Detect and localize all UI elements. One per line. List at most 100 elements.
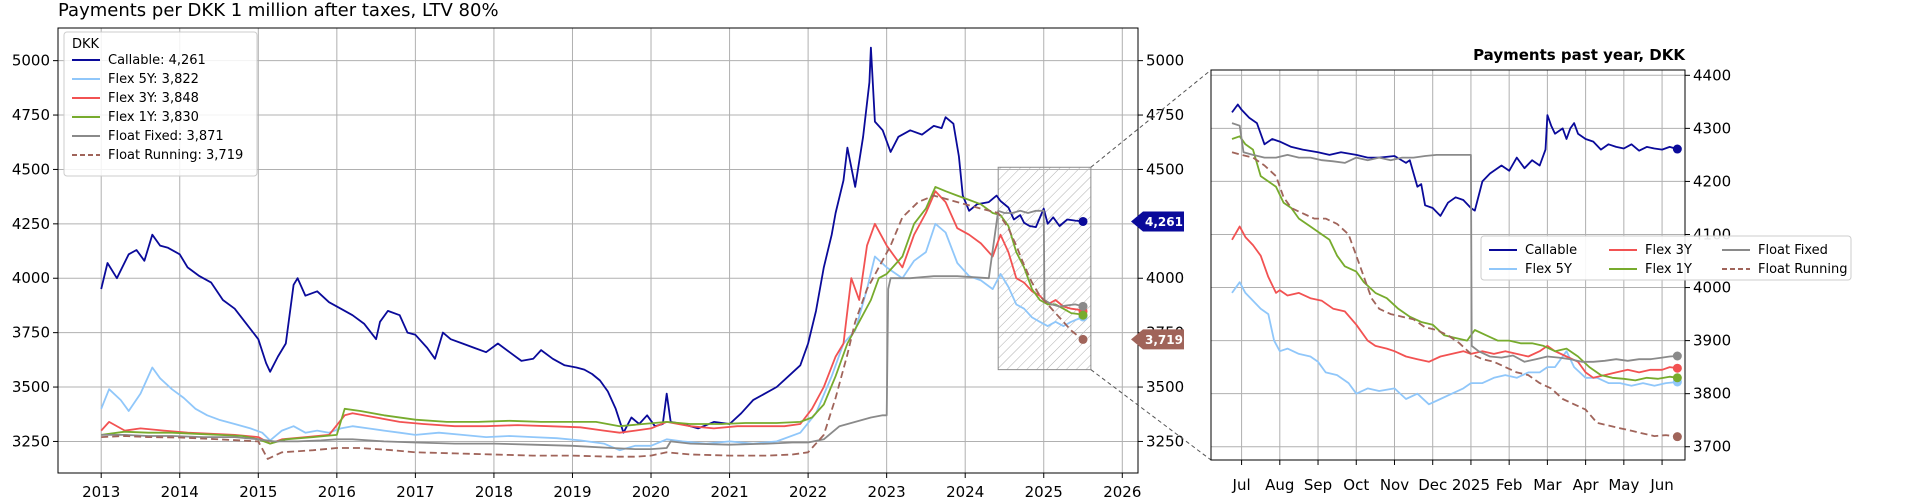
x-tick-label: 2025: [1452, 476, 1490, 494]
sub-legend-box: [1480, 235, 1852, 281]
x-tick-label: 2025: [1025, 483, 1063, 501]
sub-chart: Jul Aug Sep Oct Nov Dec 2025 Feb Mar Apr May Jun 37…: [1210, 46, 1852, 494]
x-tick-label: Jul: [1232, 476, 1251, 494]
x-tick-label: 2019: [553, 483, 591, 501]
series-line-1: [100, 222, 1084, 452]
x-tick-label: Jun: [1649, 476, 1673, 494]
legend-label-0: Callable: 4,261: [108, 53, 206, 68]
y-tick-label: 3500: [12, 378, 50, 396]
sub-grid: [1211, 70, 1685, 460]
sub-series: [1231, 103, 1678, 438]
x-tick-label: 2020: [632, 483, 670, 501]
main-series: [100, 46, 1084, 460]
y-tick-label-right: 4750: [1146, 106, 1184, 124]
x-tick-label: Sep: [1304, 476, 1332, 494]
x-tick-label: Mar: [1533, 476, 1562, 494]
y-tick-label-right: 3900: [1693, 332, 1731, 350]
sub-legend-label-1: Flex 5Y: [1525, 262, 1572, 277]
x-tick-label: 2018: [475, 483, 513, 501]
y-tick-label-right: 4400: [1693, 66, 1731, 84]
connector-top: [1090, 69, 1212, 168]
main-x-ticks: 2013 2014 2015 2016 2017 2018 2019 2020 2021 2022…: [82, 473, 1141, 501]
sub-legend-label-3: Flex 1Y: [1645, 262, 1692, 277]
y-tick-label: 4750: [12, 106, 50, 124]
x-tick-label: 2015: [239, 483, 277, 501]
y-tick-label: 4500: [12, 160, 50, 178]
legend-label-2: Flex 3Y: 3,848: [108, 91, 199, 106]
x-tick-label: Nov: [1380, 476, 1409, 494]
main-chart: 2013 2014 2015 2016 2017 2018 2019 2020 2021 2022…: [12, 0, 1184, 501]
y-tick-label-right: 3700: [1693, 438, 1731, 456]
series-endpoint-3: [1078, 310, 1088, 320]
series-endpoint-4: [1078, 301, 1088, 311]
y-tick-label-right: 4300: [1693, 119, 1731, 137]
y-tick-label-right: 4000: [1146, 269, 1184, 287]
legend-items: Callable: 4,261 Flex 5Y: 3,822 Flex 3Y: 3,…: [72, 53, 243, 163]
y-tick-label-right: 4200: [1693, 172, 1731, 190]
x-tick-label: 2024: [946, 483, 984, 501]
legend-label-5: Float Running: 3,719: [108, 148, 243, 163]
x-tick-label: 2016: [318, 483, 356, 501]
sub-legend-label-5: Float Running: [1758, 262, 1848, 277]
sub-endpoints: [1672, 144, 1682, 442]
x-tick-label: Feb: [1496, 476, 1523, 494]
main-endpoints: [1078, 216, 1088, 344]
zoom-connectors: [1090, 69, 1212, 461]
x-tick-label: May: [1608, 476, 1639, 494]
sub-legend: Callable Flex 5Y Flex 3Y Flex 1Y Float Fixed…: [1480, 235, 1852, 281]
legend-label-3: Flex 1Y: 3,830: [108, 110, 199, 125]
x-tick-label: 2023: [868, 483, 906, 501]
series-line-0: [100, 46, 1084, 434]
value-badge-0: [1131, 211, 1184, 232]
legend-title: DKK: [72, 37, 100, 52]
y-tick-label-right: 3800: [1693, 385, 1731, 403]
series-endpoint-3: [1672, 373, 1682, 383]
sub-title: Payments past year, DKK: [1473, 46, 1686, 64]
y-tick-label: 5000: [12, 52, 50, 70]
x-tick-label: 2022: [789, 483, 827, 501]
sub-legend-label-4: Float Fixed: [1758, 243, 1828, 258]
main-legend: DKK Callable: 4,261 Flex 5Y: 3,822 Flex 3Y…: [63, 31, 258, 177]
series-endpoint-5: [1672, 432, 1682, 442]
legend-label-1: Flex 5Y: 3,822: [108, 72, 199, 87]
series-endpoint-2: [1672, 363, 1682, 373]
value-badge-label-1: 3,719: [1145, 333, 1183, 347]
series-line-4: [101, 209, 1084, 450]
y-tick-label-right: 4500: [1146, 160, 1184, 178]
y-tick-label: 3250: [12, 432, 50, 450]
y-tick-label: 3750: [12, 324, 50, 342]
legend-label-4: Float Fixed: 3,871: [108, 129, 224, 144]
sub-legend-label-2: Flex 3Y: [1645, 243, 1692, 258]
series-line-5: [101, 194, 1084, 460]
series-line-3: [1231, 135, 1678, 382]
legend-box: [63, 31, 258, 177]
series-line-5: [1231, 151, 1678, 438]
x-tick-label: 2021: [710, 483, 748, 501]
main-y-ticks: 3250 3500 3750 4000 4250 4500 4750 5000: [12, 52, 58, 450]
y-tick-label-right: 5000: [1146, 52, 1184, 70]
series-endpoint-5: [1078, 334, 1088, 344]
series-endpoint-0: [1672, 144, 1682, 154]
x-tick-label: Oct: [1343, 476, 1369, 494]
sub-legend-items: Callable Flex 5Y Flex 3Y Flex 1Y Float Fixed…: [1489, 243, 1848, 277]
series-line-0: [1231, 103, 1678, 217]
series-endpoint-0: [1078, 216, 1088, 226]
x-tick-label: 2026: [1103, 483, 1141, 501]
x-tick-label: Aug: [1265, 476, 1294, 494]
main-title: Payments per DKK 1 million after taxes, …: [58, 0, 499, 21]
y-tick-label: 4250: [12, 215, 50, 233]
main-frame: [57, 27, 1139, 474]
value-badges: 4,261 3,719: [1131, 211, 1184, 350]
x-tick-label: 2013: [82, 483, 120, 501]
sub-legend-label-0: Callable: [1525, 243, 1577, 258]
x-tick-label: 2017: [396, 483, 434, 501]
x-tick-label: Dec: [1418, 476, 1447, 494]
series-line-4: [1231, 122, 1678, 363]
series-line-2: [1231, 225, 1678, 379]
y-tick-label-right: 3500: [1146, 378, 1184, 396]
y-tick-label: 4000: [12, 269, 50, 287]
sub-x-ticks: Jul Aug Sep Oct Nov Dec 2025 Feb Mar Apr May Jun: [1232, 460, 1674, 494]
